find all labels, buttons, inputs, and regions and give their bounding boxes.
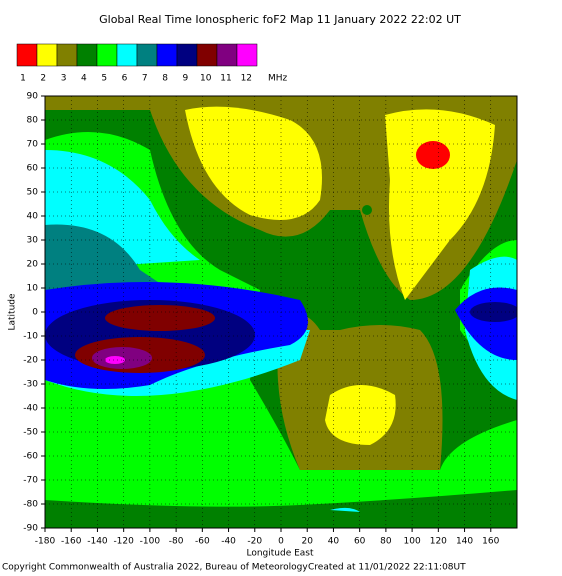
y-tick-label: 40 [27,212,39,222]
legend-label: 12 [241,74,252,84]
legend-swatch [76,43,98,67]
x-tick-label: -20 [247,537,262,547]
legend-unit: MHz [268,74,288,84]
legend-label: 5 [101,74,107,84]
x-tick-label: -80 [169,537,184,547]
x-tick-label: -60 [195,537,210,547]
legend-label: 2 [40,74,46,84]
y-tick-label: -10 [23,332,38,342]
map-title: Global Real Time Ionospheric foF2 Map 11… [99,13,461,26]
created-time: Created at 11/01/2022 22:11:08UT [308,563,466,573]
legend-swatch [16,43,38,67]
y-tick-label: -20 [23,356,38,366]
legend-label: 8 [162,74,168,84]
contour-map [45,96,517,528]
y-tick-label: 30 [27,236,39,246]
legend-swatch [196,43,218,67]
y-tick-label: 70 [27,140,39,150]
x-tick-label: -120 [113,537,134,547]
legend-label: 4 [81,74,87,84]
x-axis-label: Longitude East [246,549,314,559]
y-tick-label: 20 [27,260,39,270]
x-tick-label: -140 [87,537,108,547]
legend-swatch [116,43,138,67]
x-tick-label: 100 [404,537,421,547]
legend-swatch [36,43,58,67]
legend-swatch [156,43,178,67]
legend-swatch [216,43,238,67]
legend-label: 6 [122,74,128,84]
legend-swatch [176,43,198,67]
y-tick-label: -70 [23,476,38,486]
x-tick-label: 40 [328,537,340,547]
copyright: Copyright Commonwealth of Australia 2022… [2,563,308,573]
x-tick-label: 140 [456,537,473,547]
legend-swatch [136,43,158,67]
y-tick-label: -40 [23,404,38,414]
x-tick-label: -40 [221,537,236,547]
legend-label: 11 [220,74,231,84]
y-tick-label: 80 [27,116,39,126]
legend-swatch [96,43,118,67]
x-tick-label: -160 [61,537,82,547]
x-tick-label: -100 [140,537,161,547]
x-tick-label: 20 [301,537,313,547]
y-axis-label: Latitude [8,293,18,331]
y-tick-label: 60 [27,164,39,174]
legend-swatch [236,43,258,67]
y-tick-label: 90 [27,92,39,102]
legend-label: 1 [20,74,26,84]
y-tick-label: 0 [32,308,38,318]
y-tick-label: 10 [27,284,39,294]
y-tick-label: -90 [23,524,38,534]
y-tick-label: -50 [23,428,38,438]
y-tick-label: -80 [23,500,38,510]
legend-label: 3 [61,74,67,84]
y-tick-label: -30 [23,380,38,390]
legend-label: 9 [183,74,189,84]
y-tick-label: 50 [27,188,39,198]
y-tick-label: -60 [23,452,38,462]
x-tick-label: 120 [430,537,447,547]
legend-label: 7 [142,74,148,84]
x-tick-label: 160 [482,537,499,547]
legend-label: 10 [200,74,212,84]
x-tick-label: 0 [278,537,284,547]
x-tick-label: 60 [354,537,366,547]
x-tick-label: -180 [35,537,56,547]
legend-swatch [56,43,78,67]
x-tick-label: 80 [380,537,392,547]
